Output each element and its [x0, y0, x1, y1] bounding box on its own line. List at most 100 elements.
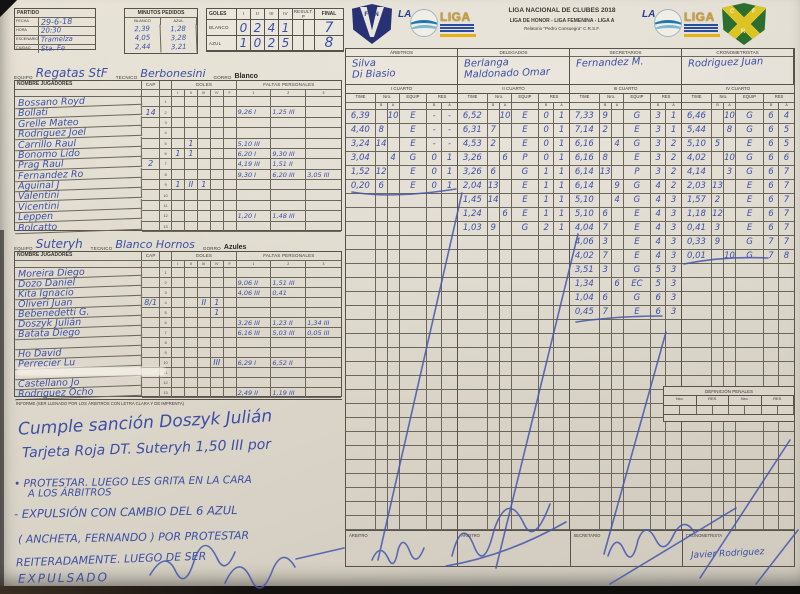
event-equip — [511, 292, 540, 306]
goles-quarter-value: 4 — [265, 20, 279, 36]
event-equip — [399, 292, 428, 306]
event-equip — [736, 264, 764, 278]
quarter-event-row — [458, 502, 569, 516]
goles-subcol: I — [172, 261, 185, 268]
event-res-b — [539, 488, 555, 502]
photo-left-edge — [0, 230, 4, 586]
player-goles-cell — [184, 328, 198, 338]
player-cap-cell: 8/1 — [142, 298, 161, 308]
event-nro-b — [712, 334, 724, 348]
player-faltas-cell — [236, 348, 272, 358]
event-time — [682, 320, 712, 334]
quarter-event-row: 6,14 13 P 3 2 — [570, 166, 681, 180]
informe-printed-label: INFORME (ser llenado por los árbitros co… — [16, 399, 342, 406]
liga-text: LIGA — [684, 10, 715, 24]
event-nro-b — [375, 110, 388, 124]
player-num-cell: 13 — [160, 388, 173, 398]
event-res-b: 0 — [427, 152, 443, 166]
player-goles-cell: 1 — [197, 180, 211, 191]
player-goles-cell — [223, 368, 237, 378]
event-nro-b — [599, 446, 612, 460]
event-equip — [399, 376, 428, 390]
event-equip: E — [511, 194, 540, 208]
event-res-a — [442, 306, 457, 320]
team1-header: EQUIPO Regatas StF TECNICO Berbonesini G… — [14, 61, 342, 80]
player-cap-cell — [142, 338, 161, 348]
event-time: 2,04 — [458, 180, 488, 194]
event-res-a — [779, 418, 794, 432]
event-res-a — [554, 348, 569, 362]
event-res-a: 1 — [554, 138, 569, 152]
event-res-a — [554, 488, 569, 502]
partido-row: ESCENARIO Tramelza — [15, 35, 95, 44]
quarter-event-row: 1,24 6 E 1 1 — [458, 208, 569, 222]
event-res-b — [764, 292, 779, 306]
event-nro-a: 10 — [724, 152, 736, 166]
event-res-a: 3 — [666, 236, 681, 250]
quarter-event-row: 0,45 7 E 6 3 — [570, 306, 681, 320]
quarter-event-row — [458, 446, 569, 460]
event-time — [458, 334, 488, 348]
event-res-a: 6 — [779, 152, 794, 166]
event-nro-b — [712, 418, 724, 432]
player-faltas-cell: 0,41 — [271, 288, 307, 298]
team1-name: Regatas StF — [35, 66, 108, 80]
event-res-a — [554, 236, 569, 250]
event-nro-a — [724, 222, 736, 236]
event-res-b — [427, 348, 443, 362]
liga-globe-icon — [654, 9, 682, 37]
partido-box: PARTIDO FECHA 29-6-18 HORA 20:30 ESCENAR… — [14, 8, 96, 53]
event-equip: E — [623, 306, 652, 320]
event-equip: G — [736, 124, 764, 138]
event-res-a — [666, 516, 681, 530]
player-faltas-cell — [306, 378, 341, 388]
player-cap-cell — [142, 268, 161, 278]
player-faltas-cell — [236, 221, 272, 232]
player-row: Bebenedetti G. 5 1 — [14, 305, 341, 321]
event-res-a: 1 — [442, 180, 457, 194]
player-faltas-cell — [306, 298, 341, 308]
player-goles-cell — [184, 190, 198, 201]
event-nro-b — [375, 474, 388, 488]
quarter-event-row — [346, 502, 457, 516]
event-nro-b — [487, 278, 500, 292]
event-time: 4,53 — [458, 138, 488, 152]
player-cap-cell — [142, 200, 161, 212]
player-goles-cell — [172, 298, 185, 308]
player-goles-cell — [197, 318, 211, 328]
player-goles-cell — [172, 328, 185, 338]
sub-b: B — [651, 103, 667, 110]
event-equip: E — [511, 180, 540, 194]
player-num-cell: 2 — [160, 107, 173, 118]
spacer — [15, 261, 143, 268]
officials-col-label: ÁRBITROS — [346, 49, 457, 57]
event-time: 0,45 — [570, 306, 600, 320]
quarter-event-row — [682, 432, 794, 446]
event-res-b — [539, 460, 555, 474]
time-header: TIME — [346, 94, 376, 103]
event-time — [346, 208, 376, 222]
event-res-b — [427, 334, 443, 348]
event-res-b: 5 — [651, 264, 667, 278]
event-res-b: 7 — [764, 250, 779, 264]
event-nro-b — [712, 278, 724, 292]
event-res-a: 1 — [554, 222, 569, 236]
player-goles-cell — [197, 190, 211, 201]
player-goles-cell: 1 — [210, 298, 224, 308]
goles-subcol: IV — [210, 261, 224, 268]
event-res-b — [427, 278, 443, 292]
player-row: Vicentini 11 — [14, 198, 341, 214]
player-goles-cell — [172, 211, 185, 222]
event-res-b — [427, 320, 443, 334]
quarter-event-row — [346, 362, 457, 376]
event-nro-a: 10 — [724, 250, 736, 264]
event-time — [458, 306, 488, 320]
quarter-event-row: 6,39 10 E - - — [346, 110, 457, 124]
event-res-a — [442, 502, 457, 516]
goles-subcol: II — [184, 90, 198, 97]
quarter-event-row — [346, 278, 457, 292]
event-res-a — [779, 446, 794, 460]
quarter-col-headers: TIME Nro. EQUIP RES — [346, 94, 457, 103]
event-res-a — [442, 474, 457, 488]
crf-shield-logo: C F R — [722, 3, 766, 45]
